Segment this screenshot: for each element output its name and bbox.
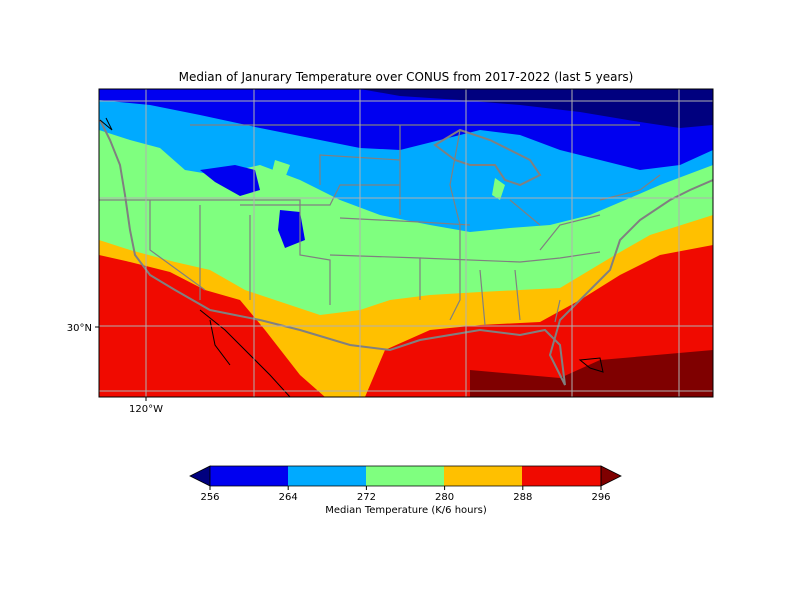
colorbar-segment-264-272 (288, 466, 366, 486)
colorbar-tick-label: 280 (435, 492, 454, 503)
pocket-cold-2 (278, 210, 305, 248)
colorbar-tick-label: 272 (357, 492, 376, 503)
colorbar-tick-label: 264 (279, 492, 298, 503)
coastline (99, 119, 713, 386)
colorbar-segment-288-296 (522, 466, 601, 486)
pocket-cold-1 (200, 165, 260, 196)
temperature-map (99, 89, 713, 397)
colorbar-tick-label: 296 (591, 492, 610, 503)
colorbar-segment-256-264 (210, 466, 288, 486)
mexico-outline (99, 117, 604, 397)
colorbar-label: Median Temperature (K/6 hours) (325, 505, 487, 516)
band-under-256 (360, 89, 713, 128)
colorbar-extend-over (600, 465, 622, 487)
colorbar-extend-under (189, 465, 211, 487)
colorbar-segment-272-280 (366, 466, 444, 486)
map-frame (98, 88, 714, 398)
lat-label: 30°N (67, 323, 92, 334)
gridlines (99, 89, 713, 397)
colorbar-tick-label: 288 (513, 492, 532, 503)
pocket-mild-1 (272, 160, 290, 178)
pocket-mild-2 (492, 178, 505, 200)
chart-title: Median of Janurary Temperature over CONU… (178, 70, 634, 84)
colorbar-ticks: 256 264 272 280 288 296 (200, 486, 611, 503)
colorbar-tick-label: 256 (200, 492, 219, 503)
lon-label: 120°W (129, 404, 163, 415)
state-borders (99, 124, 661, 326)
colorbar-segment-280-288 (444, 466, 522, 486)
colorbar: 256 264 272 280 288 296 (189, 465, 622, 503)
band-over-296 (470, 350, 713, 397)
